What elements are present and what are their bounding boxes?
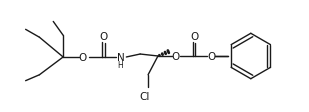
Text: N: N [116,53,124,62]
Text: Cl: Cl [139,91,149,101]
Text: O: O [79,53,87,62]
Text: O: O [190,32,198,42]
Text: H: H [117,61,123,70]
Text: O: O [171,52,180,61]
Text: O: O [99,32,107,42]
Text: O: O [207,52,215,61]
